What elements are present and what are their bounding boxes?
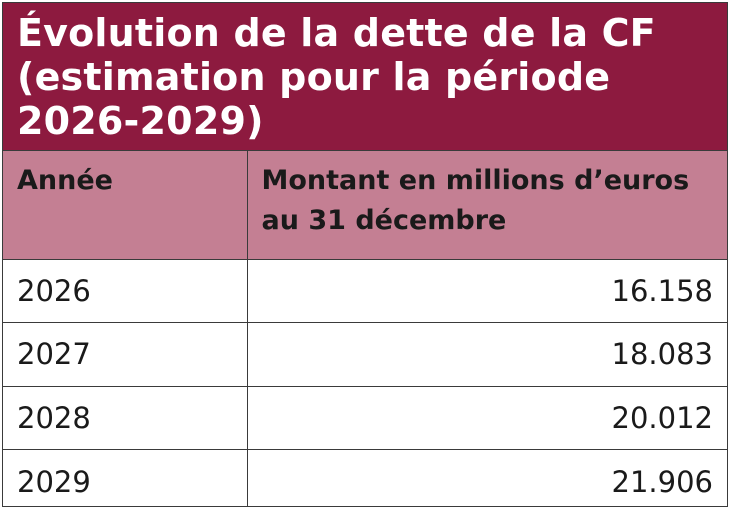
year-cell: 2028 xyxy=(3,385,248,450)
amount-cell: 18.083 xyxy=(246,322,727,387)
table-row: 2026 16.158 xyxy=(3,258,727,323)
year-cell: 2027 xyxy=(3,322,248,387)
table-title: Évolution de la dette de la CF (estimati… xyxy=(17,11,656,143)
debt-table-card: Évolution de la dette de la CF (estimati… xyxy=(2,2,728,507)
header-amount: Montant en millions d’euros au 31 décemb… xyxy=(246,151,727,260)
header-year: Année xyxy=(3,151,248,260)
amount-cell: 21.906 xyxy=(246,449,727,506)
table-row: 2027 18.083 xyxy=(3,322,727,387)
year-cell: 2029 xyxy=(3,449,248,506)
debt-table: Année Montant en millions d’euros au 31 … xyxy=(3,151,727,506)
amount-cell: 16.158 xyxy=(246,258,727,323)
amount-cell: 20.012 xyxy=(246,385,727,450)
year-cell: 2026 xyxy=(3,258,248,323)
table-row: 2028 20.012 xyxy=(3,385,727,450)
title-bar: Évolution de la dette de la CF (estimati… xyxy=(3,3,727,151)
header-row: Année Montant en millions d’euros au 31 … xyxy=(3,151,727,260)
table-row: 2029 21.906 xyxy=(3,449,727,506)
